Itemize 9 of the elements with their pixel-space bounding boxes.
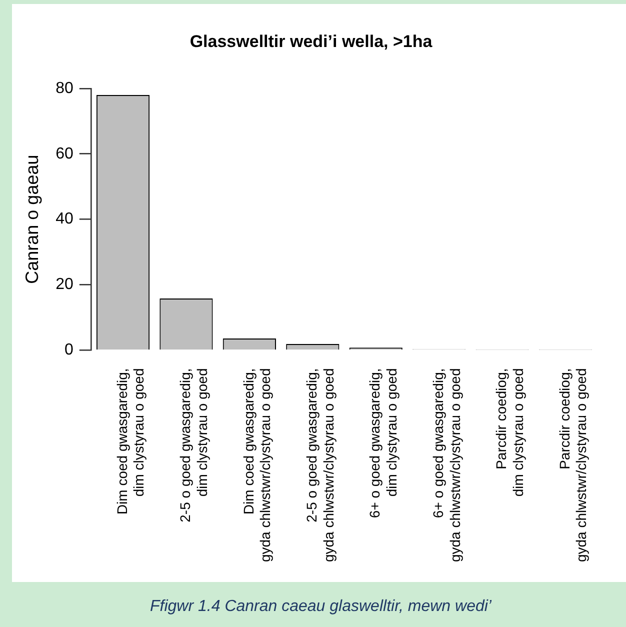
y-tick-label: 80	[56, 80, 74, 97]
text: Ffigwr 1.4 Canran caeau glaswelltir, mewn wedi’	[150, 598, 492, 616]
y-tick-label: 60	[56, 145, 74, 162]
y-tick-label: 20	[56, 276, 74, 294]
chart-title: Glasswelltir wedi’i wella, >1ha	[190, 32, 433, 51]
y-axis-title: Canran o gaeau	[22, 154, 42, 284]
y-tick-label: 0	[64, 342, 74, 359]
y-tick-label: 40	[56, 210, 74, 228]
x-tick-label: Dim coed gwasgaredig, dim clystyrau o goed	[114, 368, 147, 515]
